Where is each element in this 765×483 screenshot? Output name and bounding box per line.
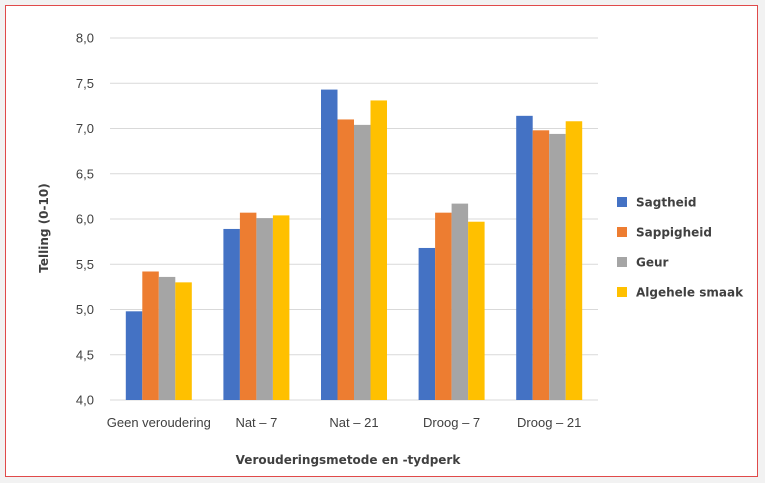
bar-sagtheid — [223, 228, 240, 400]
bar-sappigheid — [239, 212, 257, 400]
bar-sagtheid — [516, 115, 533, 400]
y-tick-label: 4,5 — [76, 347, 94, 362]
legend-label: Algehele smaak — [636, 286, 744, 300]
legend: Sagtheid Sappigheid Geur Algehele smaak — [617, 196, 744, 300]
y-tick-label: 4,0 — [76, 393, 94, 408]
legend-swatch — [617, 257, 627, 267]
x-axis-ticks: Geen veroudering Nat – 7 Nat – 21 Droog – 7… — [107, 415, 582, 430]
x-tick-label: Geen veroudering — [107, 415, 211, 430]
bar-algehele-smaak — [565, 121, 583, 400]
legend-swatch — [617, 227, 627, 237]
y-tick-label: 6,5 — [76, 166, 94, 181]
legend-swatch — [617, 197, 627, 207]
y-tick-label: 7,5 — [76, 76, 94, 91]
bar-sappigheid — [532, 130, 550, 400]
bar-geur — [451, 203, 469, 400]
x-axis-title: Verouderingsmetode en -tydperk — [236, 453, 462, 467]
legend-label: Geur — [636, 256, 669, 270]
legend-label: Sagtheid — [636, 196, 696, 210]
y-tick-label: 8,0 — [76, 31, 94, 46]
legend-label: Sappigheid — [636, 226, 712, 240]
y-axis-title: Telling (0-10) — [37, 183, 51, 272]
y-tick-label: 6,0 — [76, 212, 94, 227]
y-tick-label: 5,0 — [76, 302, 94, 317]
bar-sappigheid — [337, 119, 354, 400]
x-tick-label: Droog – 21 — [517, 415, 581, 430]
x-tick-label: Nat – 21 — [329, 415, 378, 430]
x-tick-label: Nat – 7 — [235, 415, 277, 430]
bar-geur — [354, 124, 371, 400]
bar-sagtheid — [321, 89, 338, 401]
bar-geur — [549, 133, 566, 400]
y-tick-label: 7,0 — [76, 121, 94, 136]
bar-sappigheid — [435, 212, 452, 400]
y-tick-label: 5,5 — [76, 257, 94, 272]
bar-geur — [256, 218, 273, 400]
bar-algehele-smaak — [468, 221, 485, 400]
bar-sappigheid — [142, 271, 159, 400]
bar-geur — [158, 276, 176, 400]
bar-algehele-smaak — [175, 282, 192, 400]
bar-sagtheid — [418, 247, 436, 400]
x-tick-label: Droog – 7 — [423, 415, 480, 430]
bar-sagtheid — [125, 311, 143, 400]
bar-algehele-smaak — [370, 100, 387, 400]
y-axis-ticks: 4,0 4,5 5,0 5,5 6,0 6,5 7,0 7,5 8,0 — [76, 31, 94, 408]
bar-algehele-smaak — [272, 215, 290, 400]
legend-swatch — [617, 287, 627, 297]
bars — [125, 89, 583, 401]
